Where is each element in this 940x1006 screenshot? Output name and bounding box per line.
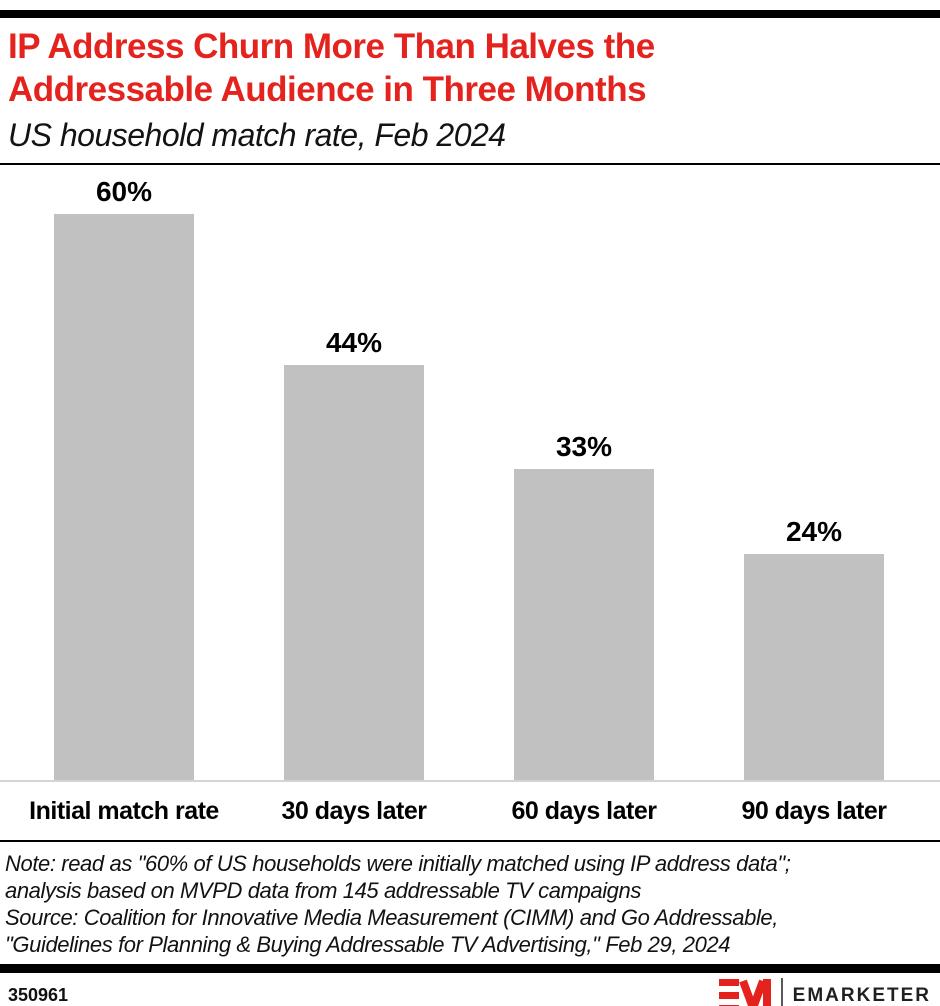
bar — [284, 365, 424, 780]
header-divider-line — [0, 163, 940, 165]
x-axis-labels-row: Initial match rate 30 days later 60 days l… — [0, 782, 940, 840]
x-axis-category-label: Initial match rate — [29, 796, 219, 825]
header: IP Address Churn More Than Halves the Ad… — [0, 18, 940, 154]
footer: 350961 EMARKETER — [0, 973, 940, 1006]
x-axis-category-label: 60 days later — [511, 796, 658, 825]
emarketer-em-monogram-icon — [718, 979, 771, 1006]
emarketer-logo: EMARKETER — [718, 977, 931, 1006]
note-line: analysis based on MVPD data from 145 add… — [5, 878, 641, 903]
bar-column: 44% — [239, 327, 469, 780]
source-line: Source: Coalition for Innovative Media M… — [5, 905, 778, 930]
footnote-block: Note: read as "60% of US households were… — [0, 842, 940, 958]
bar — [744, 554, 884, 780]
top-divider-bar — [0, 10, 940, 18]
bottom-divider-bar — [0, 964, 940, 973]
x-axis-category-label: 90 days later — [741, 796, 888, 825]
bar-column: 60% — [9, 176, 239, 780]
bar-value-label: 33% — [555, 431, 613, 462]
bar-value-label: 60% — [95, 176, 153, 207]
bar — [514, 469, 654, 780]
bar-value-label: 44% — [325, 327, 383, 358]
x-axis-category-label: 30 days later — [281, 796, 428, 825]
bar-column: 33% — [469, 431, 699, 780]
chart-title: IP Address Churn More Than Halves the Ad… — [8, 27, 655, 109]
bar — [54, 214, 194, 780]
source-line: "Guidelines for Planning & Buying Addres… — [5, 932, 731, 957]
chart-subtitle: US household match rate, Feb 2024 — [8, 117, 506, 153]
logo-wordmark: EMARKETER — [792, 984, 931, 1006]
x-axis-baseline — [0, 780, 940, 782]
bar-value-label: 24% — [785, 516, 843, 547]
logo-divider — [780, 977, 783, 1006]
bar-chart-plot-area: 60% 44% 33% 24% — [0, 165, 940, 780]
footnote-divider-line — [0, 840, 940, 842]
chart-id: 350961 — [8, 985, 69, 1005]
bar-column: 24% — [699, 516, 929, 780]
note-line: Note: read as "60% of US households were… — [5, 851, 791, 876]
